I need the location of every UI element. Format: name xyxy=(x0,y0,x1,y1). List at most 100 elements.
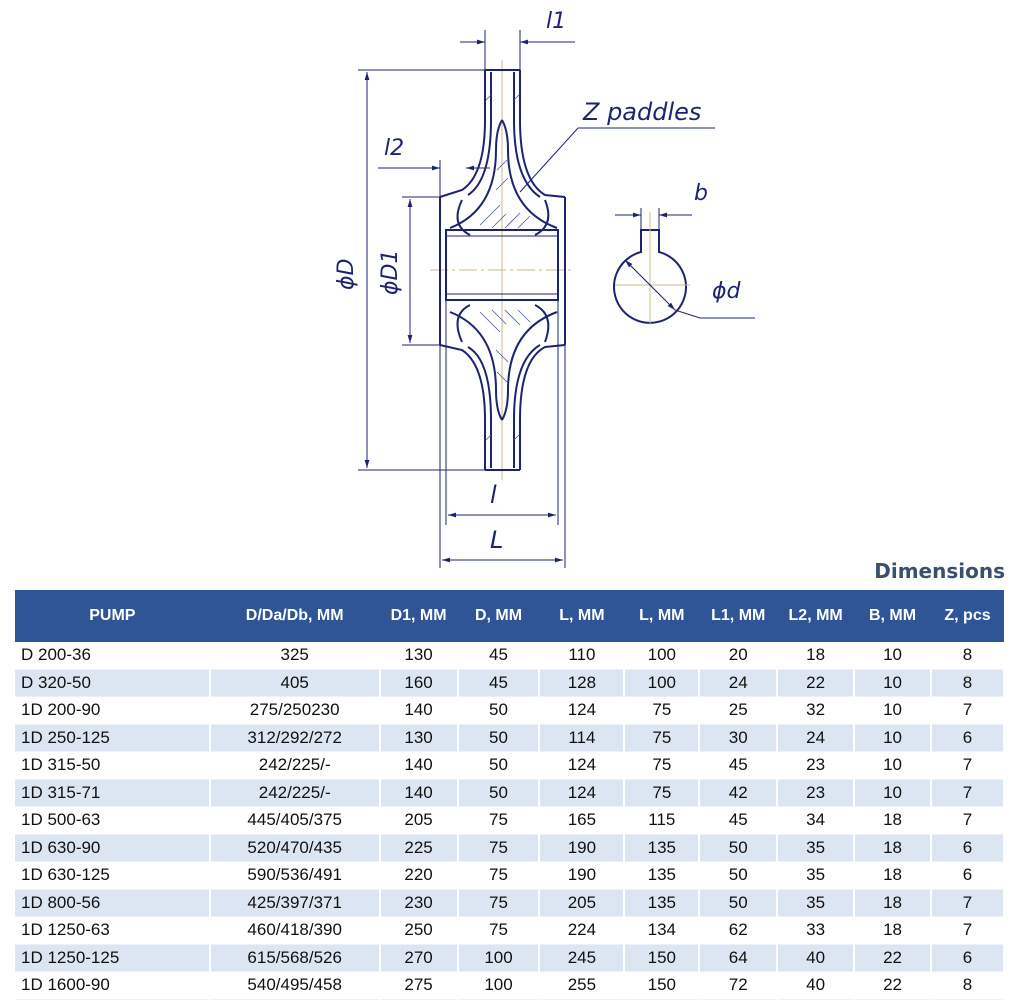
table-cell: 1D 200-90 xyxy=(15,696,211,725)
table-cell: D 200-36 xyxy=(15,642,211,670)
table-cell: 45 xyxy=(457,642,541,670)
table-cell: 75 xyxy=(457,889,541,917)
table-cell: 445/405/375 xyxy=(209,806,381,835)
table-row: 1D 630-90 520/470/435 225 75 190 135 50 35 18 6 xyxy=(15,834,1005,862)
table-cell: 18 xyxy=(777,642,856,670)
table-row: 1D 1250-125 615/568/526 270 100 245 150 64 40 22… xyxy=(15,944,1005,972)
table-cell: 250 xyxy=(379,916,459,945)
table-cell: 10 xyxy=(854,751,932,780)
dimension-l1: l1 xyxy=(460,9,575,70)
table-cell: 405 xyxy=(209,669,381,697)
table-cell: 7 xyxy=(931,751,1005,780)
table-cell: 32 xyxy=(777,696,856,725)
table-cell: 220 xyxy=(379,861,459,890)
table-title: Dimensions xyxy=(874,559,1005,583)
table-cell: 270 xyxy=(379,944,459,972)
table-cell: 135 xyxy=(624,889,701,917)
table-row: 1D 1250-63 460/418/390 250 75 224 134 62 33 18 7 xyxy=(15,916,1005,945)
svg-text:L: L xyxy=(490,526,503,554)
dimension-phi-D1: ϕD1 xyxy=(378,196,440,346)
table-row: D 320-50 405 160 45 128 100 24 22 10 8 xyxy=(15,669,1005,697)
table-cell: 130 xyxy=(379,642,459,670)
table-cell: 124 xyxy=(539,779,626,807)
table-cell: 275/250230 xyxy=(209,696,381,725)
table-cell: 205 xyxy=(379,806,459,835)
table-cell: 20 xyxy=(699,642,779,670)
column-header: D/Da/Db, MM xyxy=(209,590,380,642)
table-row: 1D 250-125 312/292/272 130 50 114 75 30 24 10 6 xyxy=(15,724,1005,752)
column-header: L, MM xyxy=(624,590,700,642)
table-cell: 128 xyxy=(539,669,626,697)
table-row: 1D 1600-90 540/495/458 275 100 255 150 72 40 22 8 xyxy=(15,971,1005,1000)
table-cell: 1D 1250-125 xyxy=(15,944,211,972)
table-cell: 18 xyxy=(854,806,932,835)
table-cell: 7 xyxy=(931,806,1005,835)
table-cell: 22 xyxy=(854,944,932,972)
table-cell: 18 xyxy=(854,889,932,917)
impeller-section xyxy=(439,69,566,471)
svg-text:ϕd: ϕd xyxy=(712,279,742,304)
impeller-drawing: ϕD ϕD1 l1 l2 Z paddles l L xyxy=(334,9,755,568)
table-cell: 190 xyxy=(539,861,626,890)
table-cell: 140 xyxy=(379,779,459,807)
table-cell: 540/495/458 xyxy=(209,971,381,1000)
table-cell: 1D 630-125 xyxy=(15,861,211,890)
table-cell: 22 xyxy=(854,971,932,1000)
table-cell: 10 xyxy=(854,696,932,725)
table-cell: 75 xyxy=(624,751,701,780)
table-cell: 135 xyxy=(624,834,701,862)
table-cell: 18 xyxy=(854,834,932,862)
table-header-row: PUMP D/Da/Db, MM D1, MM D, MM L, MM L, MM L1, … xyxy=(15,590,1004,642)
table-cell: 150 xyxy=(624,944,701,972)
table-cell: 50 xyxy=(457,751,541,780)
table-cell: 230 xyxy=(379,889,459,917)
table-cell: 33 xyxy=(777,916,856,945)
table-cell: 75 xyxy=(457,861,541,890)
table-cell: 134 xyxy=(624,916,701,945)
table-cell: 7 xyxy=(931,889,1005,917)
table-cell: 75 xyxy=(457,806,541,835)
dimension-l: l xyxy=(445,300,559,525)
table-cell: 40 xyxy=(777,944,856,972)
table-cell: 1D 800-56 xyxy=(15,889,211,917)
table-cell: 1D 500-63 xyxy=(15,806,211,835)
table-cell: 50 xyxy=(457,779,541,807)
table-cell: 23 xyxy=(777,751,856,780)
table-cell: 115 xyxy=(624,806,701,835)
table-cell: 312/292/272 xyxy=(209,724,381,752)
table-cell: 1D 1250-63 xyxy=(15,916,211,945)
table-cell: 45 xyxy=(699,806,779,835)
table-cell: 100 xyxy=(457,971,541,1000)
table-cell: 110 xyxy=(539,642,626,670)
table-cell: 50 xyxy=(699,889,779,917)
table-cell: 245 xyxy=(539,944,626,972)
svg-text:l2: l2 xyxy=(384,136,404,161)
table-cell: 42 xyxy=(699,779,779,807)
dimension-L: L xyxy=(439,345,566,568)
table-cell: 100 xyxy=(457,944,541,972)
table-cell: 40 xyxy=(777,971,856,1000)
table-cell: 6 xyxy=(931,834,1005,862)
table-row: 1D 315-71 242/225/- 140 50 124 75 42 23 10 7 xyxy=(15,779,1005,807)
label-z-paddles: Z paddles xyxy=(519,98,715,193)
table-cell: 50 xyxy=(457,696,541,725)
column-header: B, MM xyxy=(854,590,931,642)
table-cell: 8 xyxy=(931,642,1005,670)
table-cell: 160 xyxy=(379,669,459,697)
table-cell: 50 xyxy=(457,724,541,752)
svg-text:Z paddles: Z paddles xyxy=(582,98,701,126)
table-cell: 242/225/- xyxy=(209,751,381,780)
table-cell: 75 xyxy=(624,724,701,752)
table-cell: 35 xyxy=(777,834,856,862)
table-cell: 425/397/371 xyxy=(209,889,381,917)
table-row: D 200-36 325 130 45 110 100 20 18 10 8 xyxy=(15,642,1005,670)
table-cell: 24 xyxy=(777,724,856,752)
table-row: 1D 800-56 425/397/371 230 75 205 135 50 35 18 7 xyxy=(15,889,1005,917)
table-cell: 190 xyxy=(539,834,626,862)
column-header: Z, pcs xyxy=(931,590,1004,642)
table-cell: 25 xyxy=(699,696,779,725)
table-cell: 7 xyxy=(931,779,1005,807)
table-cell: 1D 315-71 xyxy=(15,779,211,807)
table-cell: 7 xyxy=(931,696,1005,725)
table-cell: 205 xyxy=(539,889,626,917)
